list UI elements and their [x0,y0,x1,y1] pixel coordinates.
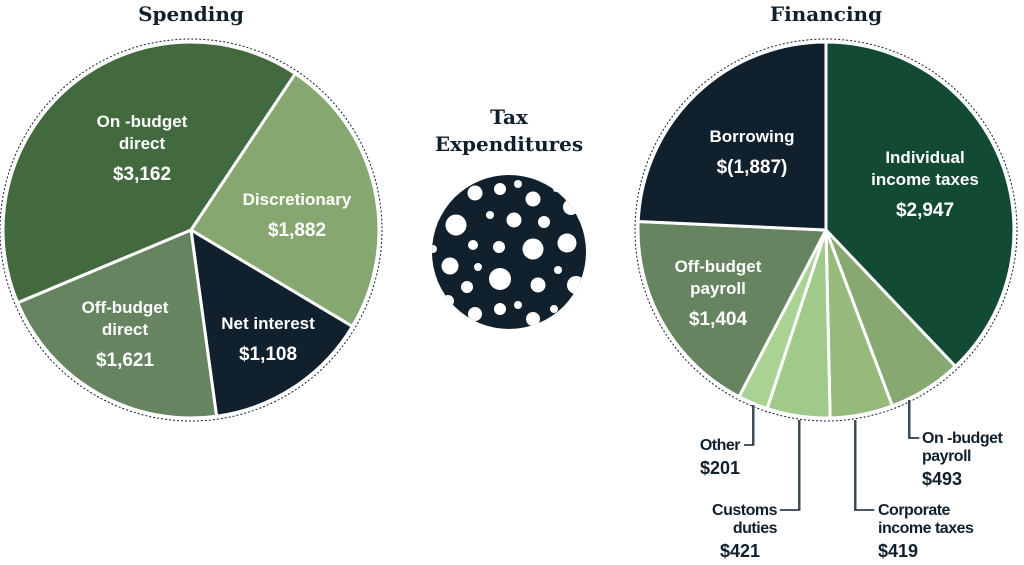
dot [445,214,467,236]
pie-slice-off-budget-payroll [636,219,828,399]
slice-label-on-budget-direct: On -budget [97,112,188,131]
pie-outline [634,38,1018,422]
pie-slice-discretionary [189,72,381,328]
dot [514,180,522,188]
ext-value-corporate-income-taxes: $419 [878,541,918,561]
slice-label-off-budget-direct: Off-budget [82,298,169,317]
slice-label-individual-income-taxes: Individual [885,148,964,167]
slice-value-net-interest: $1,108 [239,344,297,365]
slice-label-net-interest: Net interest [221,314,315,333]
slice-label-individual-income-taxes: income taxes [871,170,979,189]
dot [557,233,577,253]
dot [522,238,544,260]
slice-label-borrowing: Borrowing [710,127,795,146]
dot [474,263,482,271]
dot [526,312,540,326]
dot [468,307,482,321]
spending-title: Spending [138,2,244,26]
tax-expenditures-title-line2: Expenditures [435,132,583,156]
ext-label-on-budget-payroll: On -budget [922,430,1003,447]
slice-value-borrowing: $(1,887) [717,157,788,178]
leader-line-customs-duties [780,420,800,511]
dot [554,266,562,274]
dot [550,305,558,313]
dot [563,199,579,215]
leader-line-corporate-income-taxes [854,420,874,511]
dot [506,212,522,228]
slice-label-off-budget-direct: direct [102,320,149,339]
pie-slice-off-budget-direct [16,228,219,420]
dot [442,295,454,307]
slice-label-on-budget-direct: direct [119,134,166,153]
dot [489,268,511,290]
pie-slice-borrowing [636,40,828,232]
slice-value-off-budget-payroll: $1,404 [689,309,748,330]
pie-slice-net-interest [189,228,354,418]
dot [441,257,459,275]
slice-value-off-budget-direct: $1,621 [96,350,155,371]
dot [486,211,494,219]
dot [494,183,506,195]
ext-value-other: $201 [700,458,740,478]
dot [567,276,585,294]
dot [468,240,478,250]
dot [538,216,550,228]
ext-label-customs-duties: Customs [712,502,778,519]
tax-expenditures-title-line1: Tax [490,105,529,129]
dot [514,301,522,309]
ext-value-on-budget-payroll: $493 [922,469,962,489]
pie-outline [0,38,383,422]
leader-line-other [744,405,754,446]
dot [553,186,559,192]
tax-expenditures-dotted-circle [432,175,586,329]
slice-label-off-budget-payroll: payroll [690,279,746,298]
ext-label-other: Other [700,437,740,454]
financing-title: Financing [770,2,882,26]
ext-label-customs-duties: duties [733,520,778,537]
pie-slice-individual-income-taxes [824,40,1016,368]
dot [493,241,505,253]
tax-expenditures-circle [432,175,586,329]
dot [432,245,437,253]
slice-value-on-budget-direct: $3,162 [113,164,171,185]
ext-label-on-budget-payroll: payroll [922,448,971,465]
slice-value-individual-income-taxes: $2,947 [896,200,954,221]
dot [530,277,546,293]
ext-value-customs-duties: $421 [720,541,760,561]
leader-line-on-budget-payroll [908,400,919,439]
slice-label-off-budget-payroll: Off-budget [675,257,762,276]
pie-slice-on-budget-direct [1,40,297,305]
dot [461,281,473,293]
slice-label-discretionary: Discretionary [243,190,352,209]
dot [525,191,541,207]
ext-label-corporate-income-taxes: Corporate [878,502,951,519]
ext-label-corporate-income-taxes: income taxes [878,520,974,537]
financing-pie: Individual income taxes $2,947 Off-budget pa… [634,38,1018,422]
slice-value-discretionary: $1,882 [268,220,326,241]
dot [467,185,483,201]
dot [494,303,506,315]
spending-pie: Discretionary $1,882 Net interest $1,108 Off… [0,38,383,422]
